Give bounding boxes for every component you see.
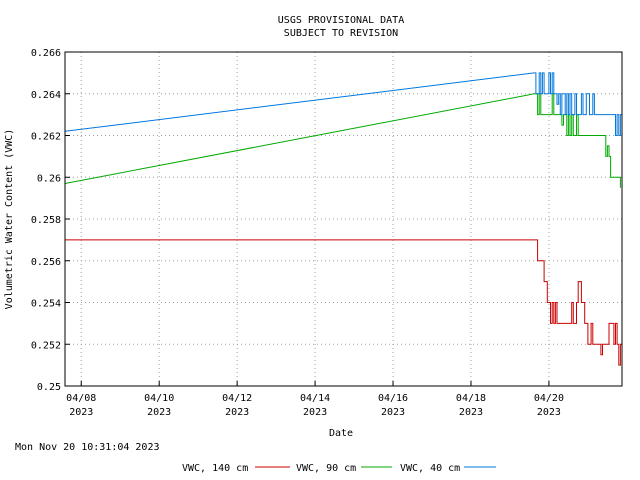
- legend-label: VWC, 140 cm: [182, 463, 248, 474]
- y-tick-label: 0.25: [37, 382, 61, 393]
- chart-title: USGS PROVISIONAL DATA: [278, 15, 404, 26]
- y-tick-label: 0.26: [37, 173, 61, 184]
- series-line-vwc-140-cm: [65, 239, 623, 366]
- y-axis-label: Volumetric Water Content (VWC): [4, 129, 15, 310]
- x-tick-year-label: 2023: [303, 407, 327, 418]
- x-tick-label: 04/14: [300, 393, 330, 404]
- plot-frame: [64, 51, 623, 387]
- chart-subtitle: SUBJECT TO REVISION: [284, 28, 398, 39]
- legend-label: VWC, 40 cm: [400, 463, 460, 474]
- x-tick-year-label: 2023: [381, 407, 405, 418]
- y-tick-label: 0.262: [31, 132, 61, 143]
- series-line-vwc-40-cm: [64, 72, 623, 136]
- x-tick-label: 04/16: [378, 393, 408, 404]
- legend-label: VWC, 90 cm: [296, 463, 356, 474]
- x-axis: 04/08 2023 04/10 2023 04/12 2023 04/14 2023 04/1…: [66, 381, 564, 418]
- y-tick-label: 0.266: [31, 48, 61, 59]
- x-tick-year-label: 2023: [147, 407, 171, 418]
- grid: [65, 51, 622, 387]
- x-tick-label: 04/12: [222, 393, 252, 404]
- y-axis: 0.25 0.252 0.254 0.256 0.258 0.26 0.262 0.264 0.…: [31, 48, 70, 393]
- y-tick-label: 0.256: [31, 257, 61, 268]
- y-tick-label: 0.254: [31, 299, 61, 310]
- y-tick-label: 0.252: [31, 340, 61, 351]
- x-tick-year-label: 2023: [537, 407, 561, 418]
- x-tick-year-label: 2023: [69, 407, 93, 418]
- x-tick-label: 04/20: [534, 393, 564, 404]
- x-tick-label: 04/18: [456, 393, 486, 404]
- series-line-vwc-90-cm: [64, 93, 621, 188]
- y-tick-label: 0.264: [31, 90, 61, 101]
- timestamp: Mon Nov 20 10:31:04 2023: [15, 442, 160, 453]
- x-tick-year-label: 2023: [459, 407, 483, 418]
- x-tick-label: 04/08: [66, 393, 96, 404]
- legend: VWC, 140 cm VWC, 90 cm VWC, 40 cm: [182, 463, 496, 474]
- x-tick-label: 04/10: [144, 393, 174, 404]
- x-tick-year-label: 2023: [225, 407, 249, 418]
- x-axis-label: Date: [329, 428, 353, 439]
- y-tick-label: 0.258: [31, 215, 61, 226]
- series-layer: [64, 72, 623, 366]
